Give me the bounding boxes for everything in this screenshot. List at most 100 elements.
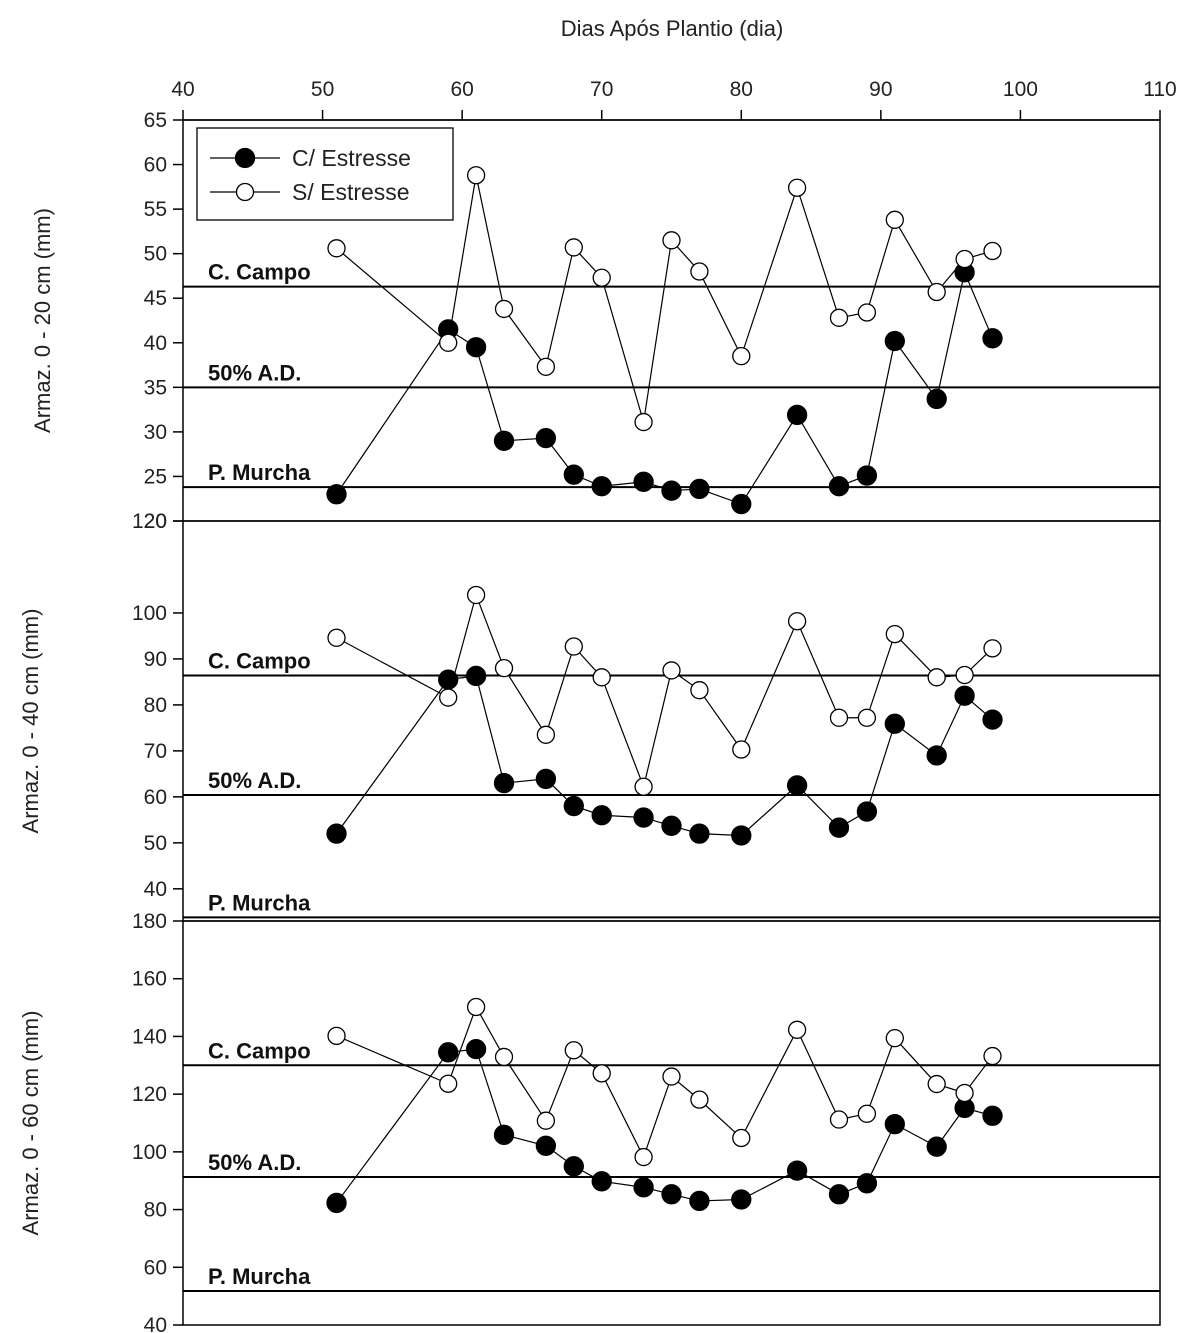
panel-2: 40 50 60 70 80 90 100 120 Armaz. 0 - 40 cm (mm) C… <box>18 510 1161 922</box>
y-tick-label: 70 <box>144 740 167 763</box>
data-point <box>439 333 458 352</box>
data-point <box>828 817 850 838</box>
x-tick-label: 90 <box>869 78 892 101</box>
y-tick-label: 80 <box>144 694 167 717</box>
series-s-estresse <box>327 997 1002 1167</box>
y-tick-label: 160 <box>132 968 167 991</box>
data-point <box>983 241 1002 261</box>
data-point <box>327 239 346 258</box>
series-line <box>336 1005 993 1159</box>
y-tick-label: 80 <box>144 1199 167 1222</box>
data-point <box>493 430 515 451</box>
data-point <box>466 166 486 185</box>
data-point <box>885 210 904 229</box>
data-point <box>856 1173 878 1194</box>
y-tick-label: 100 <box>132 602 167 625</box>
y-tick-label: 120 <box>132 1083 167 1106</box>
panels: 20 25 30 35 40 45 50 55 60 65 Armaz. 0 - 20 cm (mm… <box>18 109 1161 1333</box>
data-point <box>633 471 654 492</box>
data-point <box>829 1110 849 1129</box>
reference-line-label: P. Murcha <box>208 460 311 485</box>
data-point <box>828 1184 850 1205</box>
legend-marker-open <box>235 182 255 202</box>
data-point <box>786 1160 808 1181</box>
y-tick-label: 50 <box>144 243 167 266</box>
data-point <box>465 665 487 687</box>
reference-line-label: 50% A.D. <box>208 360 301 385</box>
data-point <box>690 262 709 281</box>
data-point <box>662 661 681 680</box>
data-point <box>689 478 710 500</box>
data-point <box>592 668 611 687</box>
data-point <box>592 1064 611 1083</box>
data-point <box>927 1074 946 1094</box>
data-point <box>857 708 877 727</box>
reference-line-label: C. Campo <box>208 1038 311 1063</box>
data-point <box>494 1047 514 1067</box>
data-point <box>563 795 584 817</box>
data-point <box>885 1029 904 1048</box>
y-axis-title: Armaz. 0 - 60 cm (mm) <box>18 1011 43 1236</box>
data-point <box>661 1184 682 1205</box>
y-tick-label: 45 <box>144 287 167 310</box>
reference-line-label: P. Murcha <box>208 890 311 915</box>
series-c-estresse <box>326 665 1003 846</box>
data-point <box>732 1128 751 1148</box>
x-tick-label: 60 <box>450 78 473 101</box>
data-point <box>884 1114 905 1135</box>
x-tick-label: 80 <box>730 78 753 101</box>
panel-frame <box>182 520 1161 922</box>
x-tick-label: 70 <box>590 78 613 101</box>
y-tick-label: 60 <box>144 154 167 177</box>
data-point <box>982 709 1003 730</box>
legend: C/ Estresse S/ Estresse <box>196 127 454 221</box>
data-point <box>786 404 808 426</box>
data-point <box>954 685 975 706</box>
data-point <box>829 708 849 727</box>
y-tick-label: 40 <box>144 332 167 355</box>
data-point <box>662 231 681 250</box>
series-line <box>336 593 993 789</box>
legend-marker-filled <box>234 147 256 169</box>
y-tick-label: 55 <box>144 198 167 221</box>
data-point <box>857 303 877 322</box>
data-point <box>955 249 974 269</box>
y-tick-label: 180 <box>132 910 167 933</box>
data-point <box>828 476 850 497</box>
data-point <box>982 328 1003 349</box>
y-axis-title: Armaz. 0 - 20 cm (mm) <box>30 208 55 433</box>
data-point <box>591 805 612 826</box>
data-point <box>982 1105 1003 1126</box>
data-point <box>787 178 807 197</box>
data-point <box>465 1038 487 1060</box>
data-point <box>731 493 752 515</box>
data-point <box>856 465 878 486</box>
data-point <box>786 775 808 796</box>
data-point <box>564 238 583 257</box>
data-point <box>787 1020 807 1039</box>
data-point <box>326 823 347 844</box>
data-point <box>438 1042 459 1063</box>
y-tick-label: 100 <box>132 1141 167 1164</box>
data-point <box>689 1190 710 1212</box>
y-tick-label: 65 <box>144 109 167 132</box>
x-tick-label: 50 <box>311 78 334 101</box>
data-point <box>439 688 458 707</box>
reference-line-label: P. Murcha <box>208 1264 311 1289</box>
legend-label: C/ Estresse <box>292 145 411 171</box>
panel-frame <box>182 920 1161 1326</box>
data-point <box>536 1111 556 1130</box>
data-point <box>536 357 556 376</box>
data-point <box>465 337 487 358</box>
data-point <box>829 308 849 327</box>
data-point <box>983 1046 1002 1066</box>
data-point <box>563 1156 584 1177</box>
data-point <box>494 658 514 678</box>
series-c-estresse <box>326 1038 1003 1214</box>
data-point <box>662 1067 681 1086</box>
panel-3: 40 60 80 100 120 140 160 180 Armaz. 0 - 60 cm (m… <box>18 910 1161 1333</box>
reference-line-label: C. Campo <box>208 648 311 673</box>
data-point <box>326 1192 347 1214</box>
data-point <box>787 612 807 631</box>
data-point <box>732 346 751 366</box>
